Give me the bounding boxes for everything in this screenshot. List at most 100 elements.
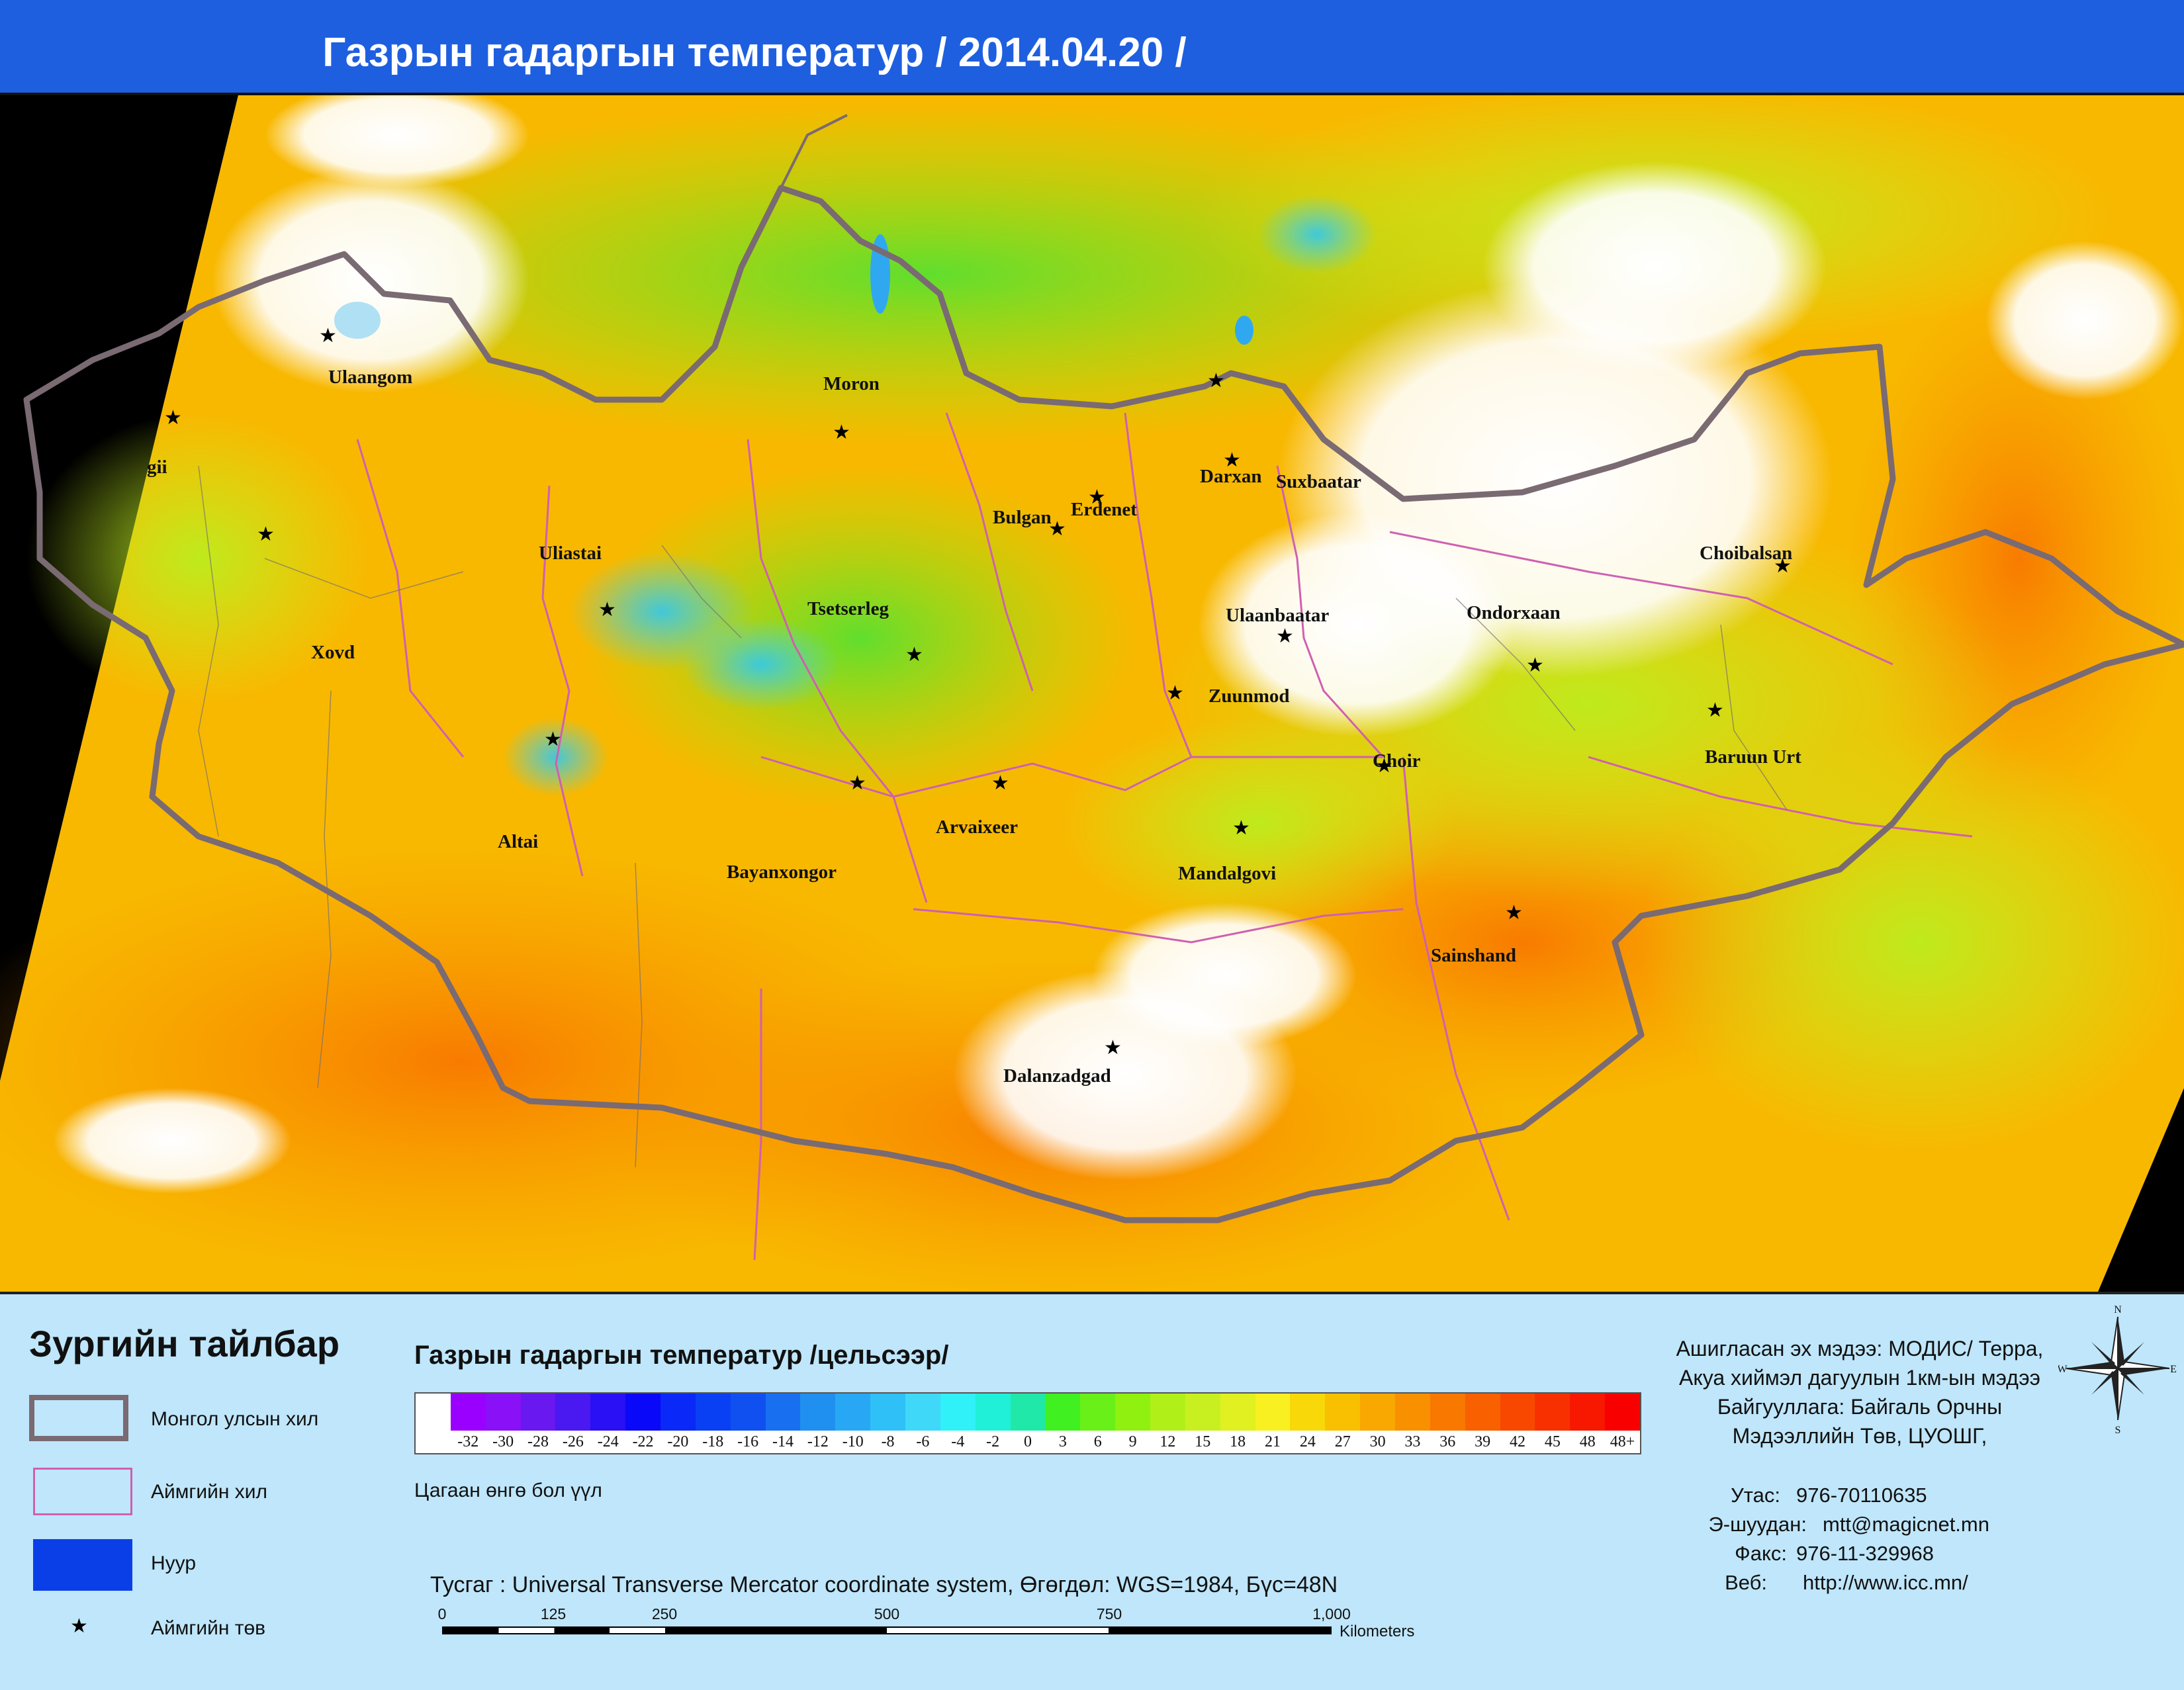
scale-bar-tick: 125 xyxy=(540,1605,567,1623)
email-link[interactable]: mtt@magicnet.mn xyxy=(1823,1513,1989,1536)
color-swatch xyxy=(1500,1394,1535,1431)
color-scale-tick: 24 xyxy=(1299,1433,1316,1450)
color-swatch xyxy=(1605,1394,1640,1431)
source-line: Мэдээллийн Төв, ЦУОШГ, xyxy=(1732,1424,1987,1448)
color-scale-tick: 45 xyxy=(1544,1433,1561,1450)
color-swatch xyxy=(1150,1394,1185,1431)
color-swatch xyxy=(555,1394,591,1431)
color-scale-cell: 33 xyxy=(1395,1394,1430,1452)
aimag-border-swatch xyxy=(33,1468,132,1515)
aimag-center-star-icon: ★ xyxy=(1526,654,1544,676)
color-scale-cell: -18 xyxy=(695,1394,731,1452)
city-label: Darxan xyxy=(1200,466,1262,487)
map-area[interactable]: Ulaangom ★ Moron ★ Darxan ★ Suxbaatar ★ Erdenet ★… xyxy=(0,95,2184,1292)
color-swatch xyxy=(1325,1394,1361,1431)
color-scale-tick: 0 xyxy=(1023,1433,1032,1450)
aimag-center-star-icon: ★ xyxy=(1223,449,1241,471)
color-scale-cell: 24 xyxy=(1290,1394,1326,1452)
city-label: gii xyxy=(147,457,167,478)
color-scale-cell: -14 xyxy=(765,1394,801,1452)
compass-s: S xyxy=(2115,1425,2121,1435)
city-label: Ulaanbaatar xyxy=(1226,605,1330,626)
aimag-center-star-icon: ★ xyxy=(991,772,1009,794)
aimag-center-star-icon: ★ xyxy=(1706,699,1724,721)
compass-rose-icon: N S E W xyxy=(2057,1302,2177,1436)
scale-bar-tick: 0 xyxy=(437,1605,447,1623)
legend-item-label: Аймгийн төв xyxy=(151,1617,266,1639)
color-scale-tick: -26 xyxy=(562,1433,584,1450)
color-scale-cell: -26 xyxy=(555,1394,591,1452)
contact-label: Э-шуудан: xyxy=(1708,1513,1807,1536)
city-label: Moron xyxy=(823,373,880,394)
color-scale-tick: 18 xyxy=(1230,1433,1246,1450)
color-scale-tick: 36 xyxy=(1439,1433,1456,1450)
color-swatch xyxy=(730,1394,766,1431)
color-swatch xyxy=(975,1394,1011,1431)
aimag-center-star-icon: ★ xyxy=(164,407,182,429)
aimag-center-star-icon: ★ xyxy=(1048,518,1066,540)
city-label: Ondorxaan xyxy=(1467,602,1561,623)
color-swatch xyxy=(765,1394,801,1431)
color-swatch xyxy=(1570,1394,1606,1431)
scale-bar-unit: Kilometers xyxy=(1340,1623,1415,1640)
color-scale-cell: 36 xyxy=(1430,1394,1465,1452)
color-scale-tick: 15 xyxy=(1195,1433,1211,1450)
color-scale-cell: 48 xyxy=(1570,1394,1606,1452)
color-scale-tick: -4 xyxy=(951,1433,965,1450)
lake xyxy=(334,302,381,339)
color-scale-cell: -8 xyxy=(870,1394,905,1452)
scale-bar-segments xyxy=(442,1626,1332,1634)
color-scale-cell: 3 xyxy=(1045,1394,1081,1452)
aimag-center-star-icon: ★ xyxy=(905,644,923,666)
color-swatch xyxy=(695,1394,731,1431)
color-scale-cell: -2 xyxy=(975,1394,1011,1452)
color-swatch xyxy=(416,1394,451,1431)
color-scale-cell: 39 xyxy=(1465,1394,1500,1452)
color-scale-cell xyxy=(416,1394,451,1452)
lake-swatch xyxy=(33,1539,132,1591)
contact-label: Факс: xyxy=(1735,1542,1787,1565)
aimag-center-star-icon: ★ xyxy=(848,772,866,794)
color-swatch xyxy=(1255,1394,1291,1431)
source-line: Байгууллага: Байгаль Орчны xyxy=(1717,1395,2003,1419)
color-scale-tick: 21 xyxy=(1264,1433,1281,1450)
color-swatch xyxy=(1045,1394,1081,1431)
aimag-center-star-icon: ★ xyxy=(1207,370,1225,392)
city-label: Bulgan xyxy=(993,507,1052,528)
source-info: Ашигласан эх мэдээ: МОДИС/ Терра, Акуа х… xyxy=(1648,1334,2071,1450)
color-scale-title: Газрын гадаргын температур /цельсээр/ xyxy=(414,1341,949,1370)
color-scale-cell: 21 xyxy=(1255,1394,1291,1452)
fax-value: 976-11-329968 xyxy=(1796,1542,1934,1565)
color-scale-tick: 33 xyxy=(1404,1433,1421,1450)
website-link[interactable]: http://www.icc.mn/ xyxy=(1803,1571,1968,1594)
national-border xyxy=(23,185,2184,1223)
color-scale-cell: 18 xyxy=(1220,1394,1255,1452)
title-bar: Газрын гадаргын температур / 2014.04.20 … xyxy=(0,0,2184,95)
color-swatch xyxy=(1290,1394,1326,1431)
scale-bar-tick: 500 xyxy=(874,1605,900,1623)
color-scale-cell: -6 xyxy=(905,1394,940,1452)
color-swatch xyxy=(485,1394,521,1431)
color-scale-tick: -14 xyxy=(772,1433,794,1450)
compass-n: N xyxy=(2114,1304,2122,1315)
city-label: Altai xyxy=(498,831,539,852)
aimag-center-star-icon: ★ xyxy=(1375,755,1393,777)
city-label: Ulaangom xyxy=(328,367,413,388)
color-scale-cell: -22 xyxy=(625,1394,660,1452)
color-scale-cell: 0 xyxy=(1010,1394,1046,1452)
scale-bar-tick: 1,000 xyxy=(1312,1605,1351,1623)
scale-bar-tick: 750 xyxy=(1096,1605,1122,1623)
contact-label: Веб: xyxy=(1725,1571,1767,1594)
color-scale-tick: -16 xyxy=(737,1433,759,1450)
color-scale-cell: -30 xyxy=(485,1394,521,1452)
city-label: Arvaixeer xyxy=(936,817,1018,838)
city-label: Uliastai xyxy=(539,543,602,564)
color-scale-tick: 39 xyxy=(1475,1433,1491,1450)
source-line: Акуа хиймэл дагуулын 1км-ын мэдээ xyxy=(1679,1366,2040,1390)
aimag-center-star-icon: ★ xyxy=(1774,555,1792,577)
city-label: Tsetserleg xyxy=(807,598,889,619)
lake xyxy=(1235,316,1253,345)
map-title: Газрын гадаргын температур / 2014.04.20 … xyxy=(322,30,1187,75)
color-scale-tick: 48+ xyxy=(1610,1433,1635,1450)
color-scale-cell: -32 xyxy=(450,1394,486,1452)
